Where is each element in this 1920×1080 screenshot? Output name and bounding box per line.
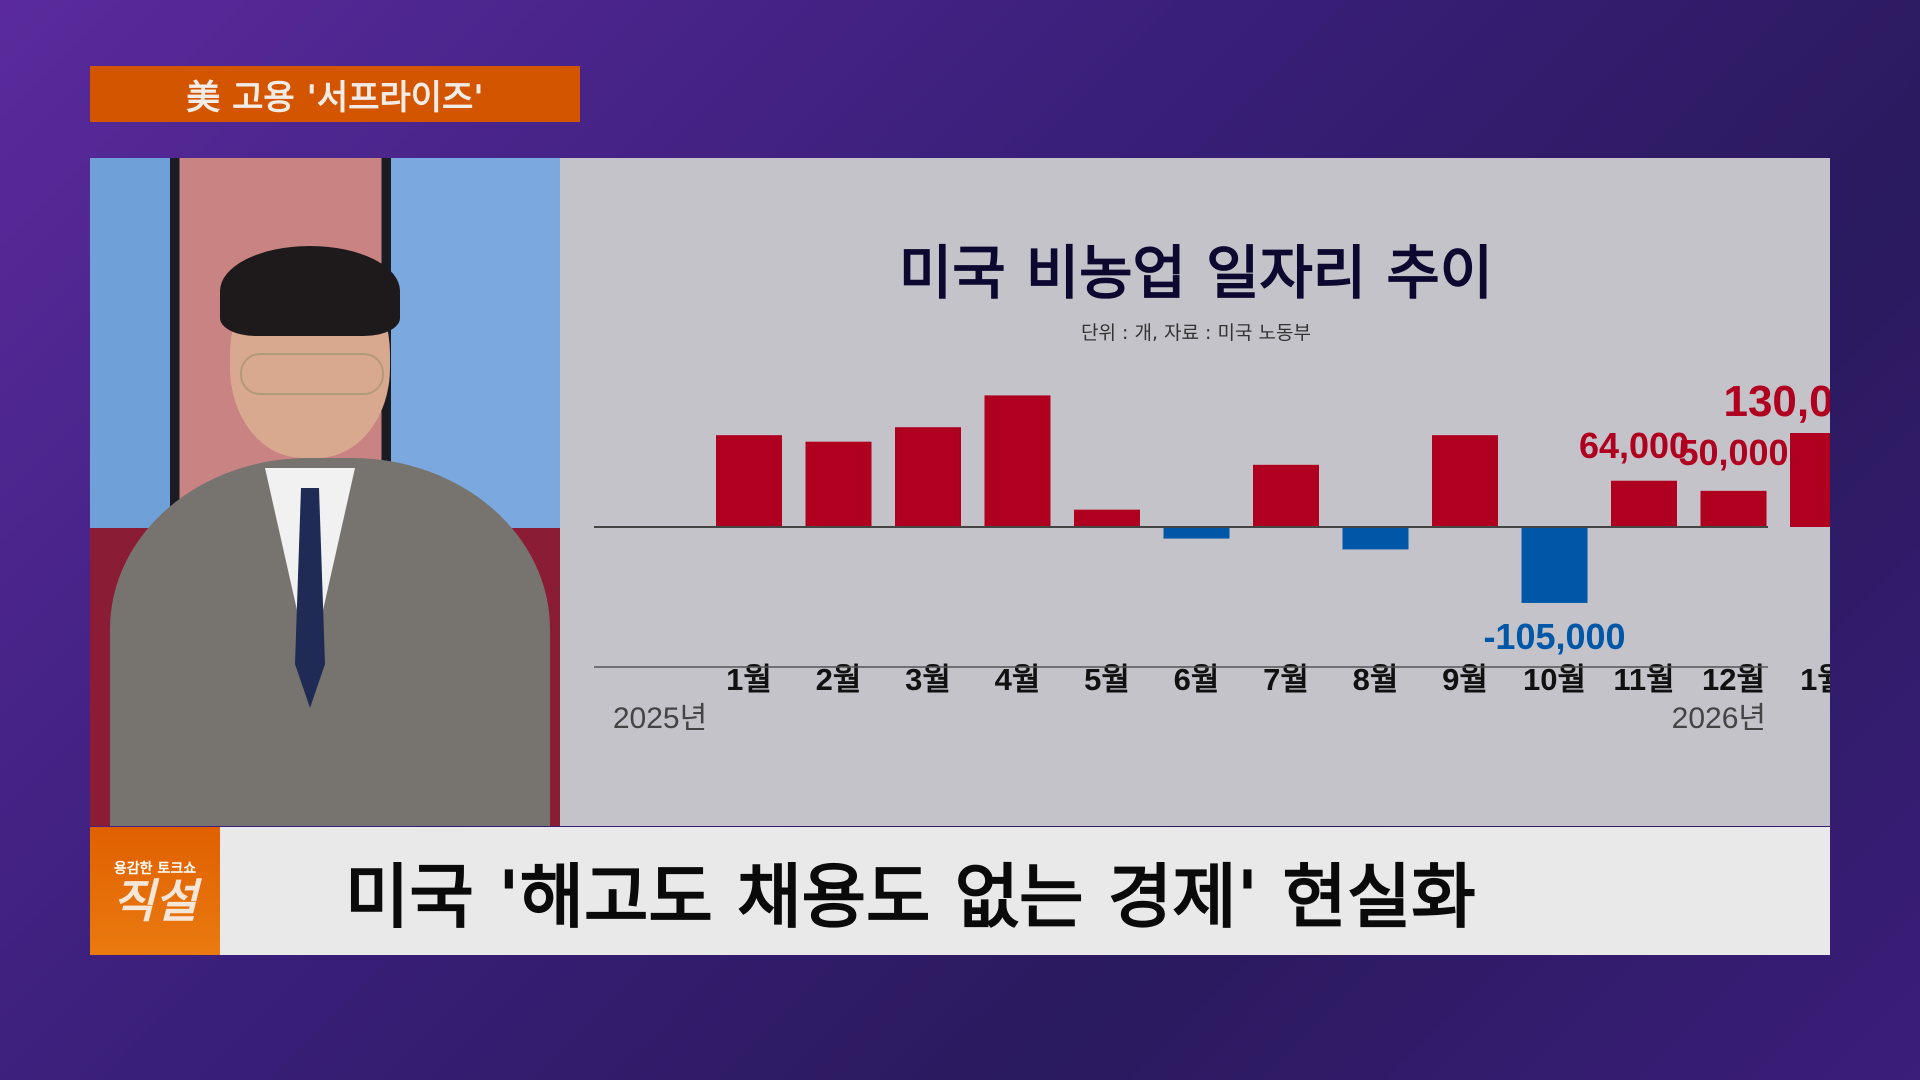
month-tick-label: 8월 [1353, 662, 1399, 697]
month-tick-label: 5월 [1084, 662, 1130, 697]
month-tick-label: 10월 [1523, 662, 1586, 697]
lower-third: 용감한 토크쇼 직설 미국 '해고도 채용도 없는 경제' 현실화 [90, 827, 1830, 955]
bar [895, 427, 961, 527]
month-tick-label: 2월 [816, 662, 862, 697]
month-tick-label: 11월 [1613, 662, 1674, 697]
bar [1342, 527, 1409, 550]
content-panel: 미국 비농업 일자리 추이 단위 : 개, 자료 : 미국 노동부 1월 2월 3월… [90, 158, 1830, 826]
headline: 미국 '해고도 채용도 없는 경제' 현실화 [220, 827, 1830, 955]
year-label-end: 2026년 [1672, 702, 1766, 735]
bar [984, 395, 1051, 527]
logo-small-text: 용감한 토크쇼 [113, 861, 197, 877]
logo-big-text: 직설 [112, 874, 198, 928]
chart-area: 미국 비농업 일자리 추이 단위 : 개, 자료 : 미국 노동부 1월 2월 3월… [562, 158, 1830, 826]
bar-chart: 1월 2월 3월 4월 5월 6월 7월 8월 9월 10월 11월 12월 1월 2025년 2026년 -… [594, 377, 1830, 735]
bar [805, 441, 872, 527]
bar [1611, 480, 1677, 527]
presenter-tie [295, 488, 325, 708]
month-tick-label: 9월 [1442, 662, 1488, 697]
data-label: 64,000 [1579, 425, 1689, 466]
data-label: 130,000 [1723, 377, 1830, 426]
studio-video [90, 158, 560, 826]
presenter-glasses [240, 353, 384, 395]
year-label-start: 2025년 [613, 702, 707, 735]
month-tick-label: 1월 [726, 662, 772, 697]
bar [1700, 490, 1767, 527]
month-tick-label: 1월 [1800, 662, 1830, 697]
chart-subtitle: 단위 : 개, 자료 : 미국 노동부 [1081, 322, 1311, 344]
month-tick-label: 7월 [1263, 662, 1309, 697]
show-logo: 용감한 토크쇼 직설 [90, 827, 220, 955]
month-tick-label: 4월 [995, 662, 1041, 697]
bar [1074, 509, 1140, 527]
presenter-hair [220, 246, 400, 336]
bar [1432, 435, 1498, 527]
bar [716, 435, 782, 527]
month-tick-label: 12월 [1702, 662, 1765, 697]
bar [1790, 433, 1830, 527]
data-label: 50,000 [1678, 432, 1788, 473]
month-tick-label: 3월 [905, 662, 951, 697]
bar [1163, 527, 1230, 539]
chart-title: 미국 비농업 일자리 추이 [898, 239, 1494, 307]
month-tick-label: 6월 [1174, 662, 1220, 697]
top-banner: 美 고용 '서프라이즈' [90, 66, 580, 122]
bar [1253, 464, 1319, 527]
data-label: -105,000 [1483, 616, 1625, 657]
bar [1521, 527, 1588, 603]
